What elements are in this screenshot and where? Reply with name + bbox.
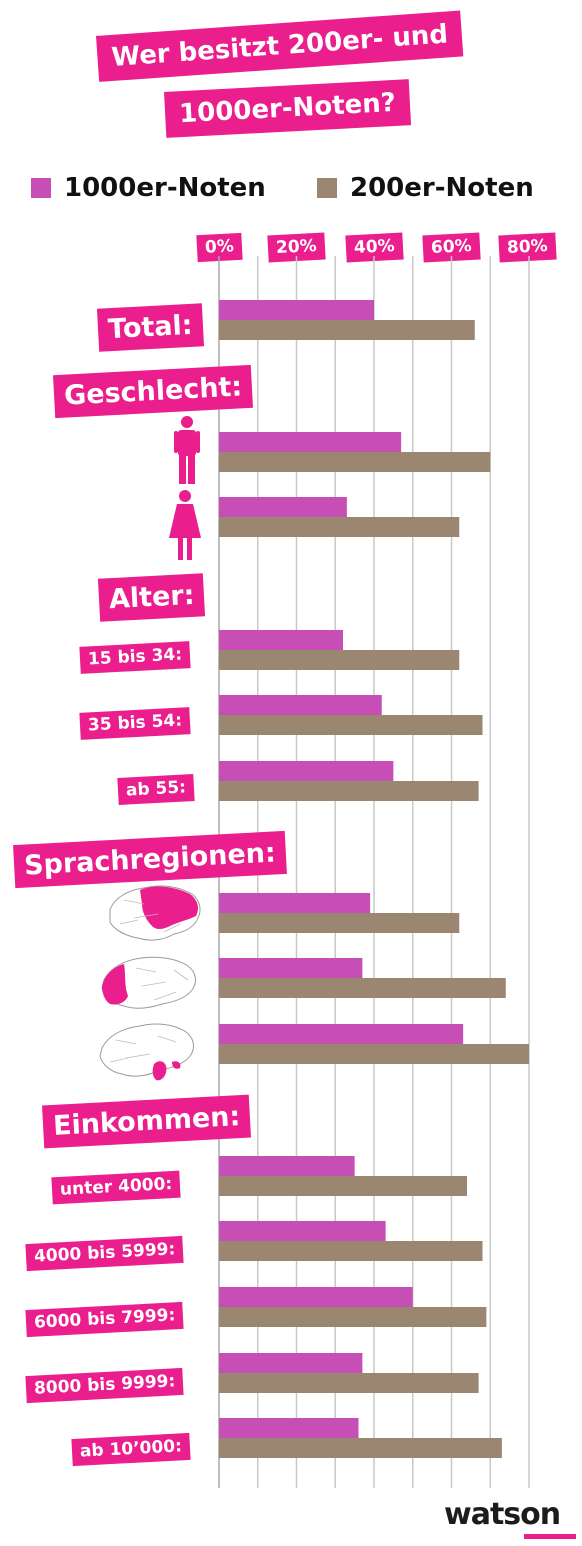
row-label-alter-15-34: 15 bis 34: (79, 641, 191, 674)
legend-swatch-1000 (31, 178, 51, 198)
female-person-icon (169, 490, 201, 560)
legend-label-200: 200er-Noten (350, 173, 534, 203)
bar-1000er-3 (219, 630, 343, 650)
bar-200er-9 (219, 1176, 467, 1196)
bar-200er-12 (219, 1373, 479, 1393)
bar-1000er-10 (219, 1221, 386, 1241)
bar-1000er-6 (219, 893, 371, 913)
bar-200er-1 (219, 452, 491, 472)
watson-logo-underline (524, 1534, 576, 1539)
map-italian-region-icon (99, 1023, 194, 1081)
section-total: Total: (96, 303, 204, 352)
bar-200er-10 (219, 1241, 483, 1261)
bar-200er-6 (219, 913, 460, 933)
bar-1000er-13 (219, 1418, 359, 1438)
legend-label-1000: 1000er-Noten (64, 173, 266, 203)
bar-1000er-4 (219, 695, 382, 715)
bar-1000er-11 (219, 1287, 413, 1307)
row-label-alter-ab-55: ab 55: (117, 774, 195, 805)
section-alter: Alter: (97, 573, 206, 622)
bar-200er-3 (219, 650, 460, 670)
bar-1000er-12 (219, 1353, 363, 1373)
legend-swatch-200 (317, 178, 337, 198)
bar-200er-2 (219, 517, 460, 537)
bar-200er-8 (219, 1044, 529, 1064)
bar-200er-0 (219, 320, 475, 340)
bar-1000er-2 (219, 497, 347, 517)
legend: 1000er-Noten 200er-Noten (0, 172, 582, 204)
male-person-icon (174, 416, 200, 484)
map-swiss-german-region-icon (109, 885, 201, 941)
bar-1000er-5 (219, 761, 394, 781)
map-french-region-icon (101, 956, 196, 1009)
bar-200er-4 (219, 715, 483, 735)
bar-200er-11 (219, 1307, 487, 1327)
bar-1000er-7 (219, 958, 363, 978)
row-label-alter-35-54: 35 bis 54: (79, 707, 191, 740)
watson-logo: watson (444, 1497, 561, 1532)
bar-1000er-1 (219, 432, 402, 452)
bar-1000er-0 (219, 300, 374, 320)
bar-1000er-8 (219, 1024, 464, 1044)
bar-1000er-9 (219, 1156, 355, 1176)
bar-200er-5 (219, 781, 479, 801)
bar-200er-7 (219, 978, 506, 998)
bar-200er-13 (219, 1438, 502, 1458)
